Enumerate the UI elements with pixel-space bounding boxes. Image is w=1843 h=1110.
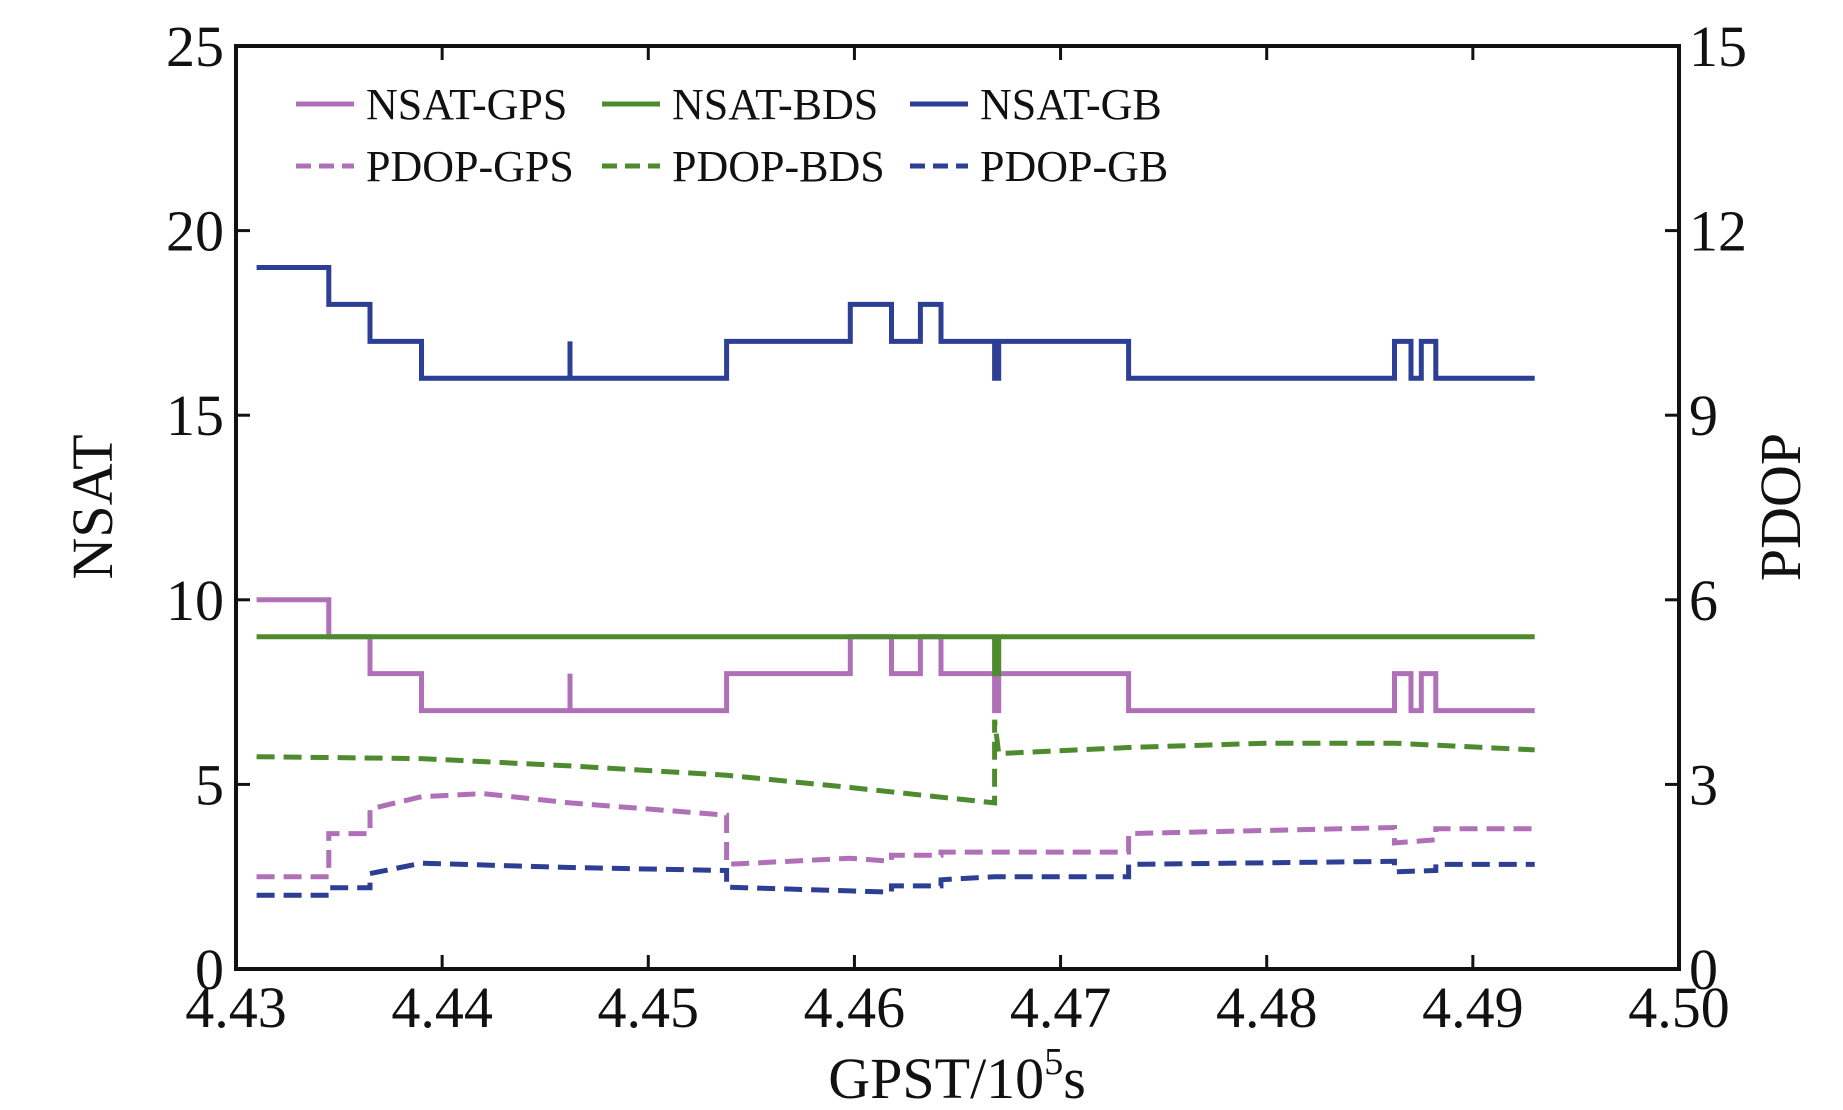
x-tick-label: 4.49 <box>1422 975 1524 1040</box>
y-right-tick-label: 12 <box>1689 199 1747 264</box>
series-pdop-gb <box>256 858 1535 898</box>
x-tick-label: 4.43 <box>185 975 287 1040</box>
legend-label: NSAT-BDS <box>672 80 878 129</box>
x-tick-label: 4.50 <box>1628 975 1730 1040</box>
y-left-tick-label: 0 <box>195 937 224 1002</box>
series-nsat-gb <box>256 265 1535 381</box>
legend-label: NSAT-GB <box>980 80 1162 129</box>
legend-item-pdop-bds: PDOP-BDS <box>602 142 885 191</box>
series-layer <box>256 265 1535 898</box>
x-tick-label: 4.45 <box>598 975 700 1040</box>
x-axis-title: GPST/105s <box>828 1041 1086 1110</box>
series-pdop-bds <box>256 719 1535 806</box>
legend-item-nsat-gb: NSAT-GB <box>910 80 1162 129</box>
y-left-tick-label: 25 <box>166 14 224 79</box>
legend-item-nsat-gps: NSAT-GPS <box>296 80 567 129</box>
legend-item-pdop-gb: PDOP-GB <box>910 142 1168 191</box>
y-left-tick-label: 5 <box>195 752 224 817</box>
y-right-tick-label: 9 <box>1689 383 1718 448</box>
legend-label: PDOP-GPS <box>366 142 574 191</box>
x-tick-label: 4.46 <box>804 975 906 1040</box>
y-left-tick-label: 10 <box>166 568 224 633</box>
legend-label: PDOP-GB <box>980 142 1168 191</box>
x-tick-label: 4.44 <box>391 975 493 1040</box>
legend: NSAT-GPS NSAT-BDS NSAT-GB PDOP-GPS PDOP-BDS P… <box>296 80 1168 191</box>
y-left-tick-label: 20 <box>166 199 224 264</box>
y-right-tick-label: 0 <box>1689 937 1718 1002</box>
legend-item-nsat-bds: NSAT-BDS <box>602 80 878 129</box>
series-nsat-gps <box>256 597 1535 714</box>
x-tick-label: 4.47 <box>1010 975 1112 1040</box>
series-pdop-gps <box>256 791 1535 880</box>
y-axis-title-right: PDOP <box>1748 433 1813 581</box>
y-right-tick-label: 15 <box>1689 14 1747 79</box>
y-left-tick-label: 15 <box>166 383 224 448</box>
x-tick-label: 4.48 <box>1216 975 1318 1040</box>
y-axis-title-left: NSAT <box>60 434 125 579</box>
series-nsat-bds <box>256 634 1535 677</box>
y-right-tick-label: 6 <box>1689 568 1718 633</box>
plot-frame <box>234 44 1681 971</box>
legend-label: NSAT-GPS <box>366 80 567 129</box>
ticks-layer: 4.43 4.44 4.45 4.46 4.47 4.48 4.49 4.5005101520… <box>166 14 1747 1040</box>
legend-item-pdop-gps: PDOP-GPS <box>296 142 574 191</box>
legend-label: PDOP-BDS <box>672 142 885 191</box>
y-right-tick-label: 3 <box>1689 752 1718 817</box>
